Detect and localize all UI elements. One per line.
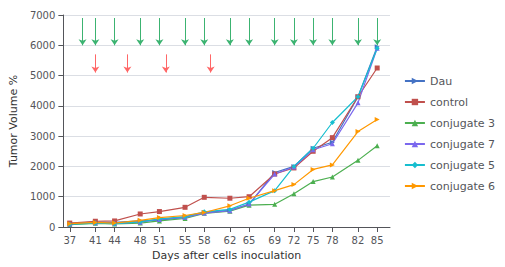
- svg-text:2000: 2000: [30, 161, 55, 172]
- svg-text:6000: 6000: [30, 40, 55, 51]
- svg-text:3000: 3000: [30, 131, 55, 142]
- svg-text:Days after cells inoculation: Days after cells inoculation: [152, 249, 301, 262]
- svg-text:78: 78: [326, 235, 339, 246]
- svg-text:4000: 4000: [30, 100, 55, 111]
- svg-text:conjugate 6: conjugate 6: [430, 180, 495, 193]
- svg-text:58: 58: [198, 235, 211, 246]
- svg-text:85: 85: [371, 235, 384, 246]
- svg-text:51: 51: [153, 235, 166, 246]
- svg-text:72: 72: [288, 235, 301, 246]
- svg-text:7000: 7000: [30, 10, 55, 21]
- svg-text:control: control: [430, 96, 468, 109]
- svg-text:55: 55: [179, 235, 192, 246]
- svg-text:conjugate 7: conjugate 7: [430, 138, 495, 151]
- svg-text:82: 82: [352, 235, 365, 246]
- svg-text:37: 37: [63, 235, 76, 246]
- svg-text:1000: 1000: [30, 191, 55, 202]
- svg-text:69: 69: [268, 235, 281, 246]
- svg-text:0: 0: [49, 222, 55, 233]
- svg-text:Dau: Dau: [430, 75, 452, 88]
- svg-text:Tumor Volume %: Tumor Volume %: [7, 75, 20, 168]
- svg-text:75: 75: [307, 235, 320, 246]
- svg-text:44: 44: [108, 235, 121, 246]
- svg-text:5000: 5000: [30, 70, 55, 81]
- svg-text:65: 65: [243, 235, 256, 246]
- svg-text:conjugate 3: conjugate 3: [430, 117, 495, 130]
- svg-text:conjugate 5: conjugate 5: [430, 159, 495, 172]
- svg-text:48: 48: [134, 235, 147, 246]
- svg-text:62: 62: [224, 235, 237, 246]
- svg-text:41: 41: [89, 235, 102, 246]
